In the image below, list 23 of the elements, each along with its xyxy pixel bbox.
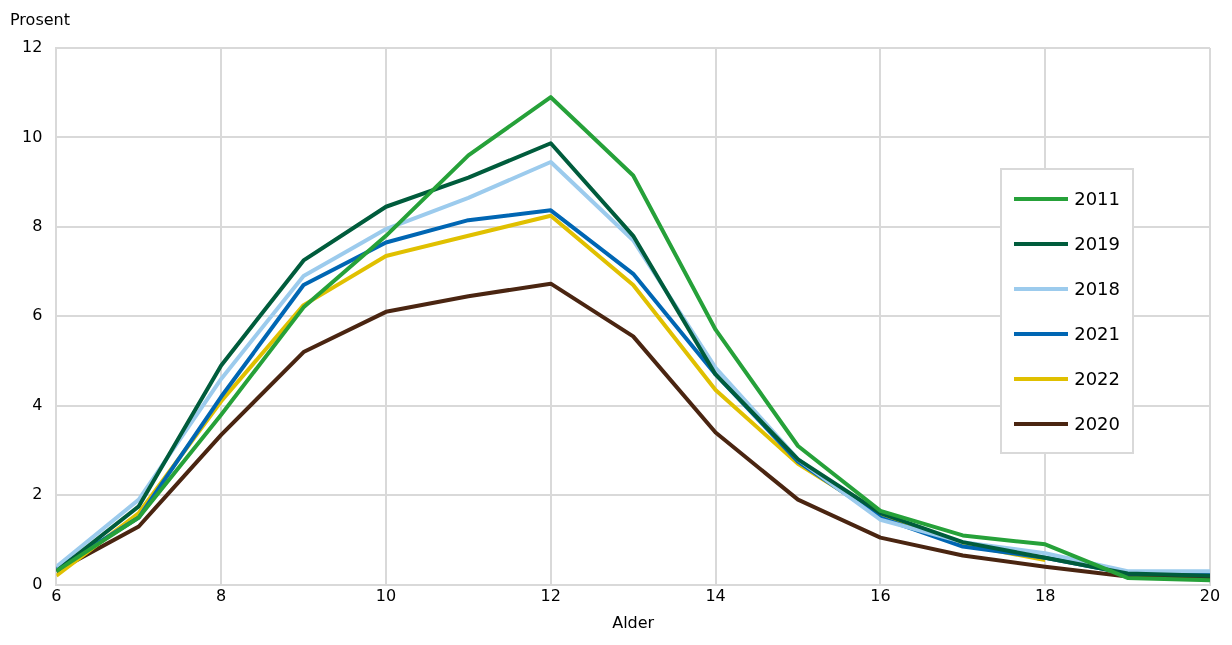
x-axis-title: Alder <box>612 612 655 632</box>
y-tick-label: 2 <box>32 484 43 504</box>
y-tick-label: 0 <box>32 573 43 593</box>
y-axis-title: Prosent <box>10 10 70 29</box>
x-tick-label: 16 <box>870 586 891 606</box>
x-tick-label: 10 <box>375 586 397 606</box>
y-tick-label: 12 <box>22 37 43 57</box>
y-tick-label: 4 <box>32 394 43 414</box>
y-tick-label: 10 <box>22 126 43 146</box>
x-tick-label: 20 <box>1199 586 1221 606</box>
legend-label: 2019 <box>1074 233 1120 254</box>
legend-label: 2020 <box>1074 413 1120 434</box>
legend-label: 2022 <box>1074 368 1120 389</box>
x-tick-label: 18 <box>1035 586 1056 606</box>
x-tick-label: 14 <box>705 586 726 606</box>
legend-label: 2021 <box>1074 323 1120 344</box>
y-tick-label: 6 <box>32 305 43 325</box>
legend-label: 2011 <box>1074 188 1120 209</box>
x-tick-label: 6 <box>51 586 62 606</box>
x-tick-label: 8 <box>216 586 227 606</box>
legend-label: 2018 <box>1074 278 1120 299</box>
y-tick-label: 8 <box>32 216 43 236</box>
x-tick-label: 12 <box>540 586 561 606</box>
